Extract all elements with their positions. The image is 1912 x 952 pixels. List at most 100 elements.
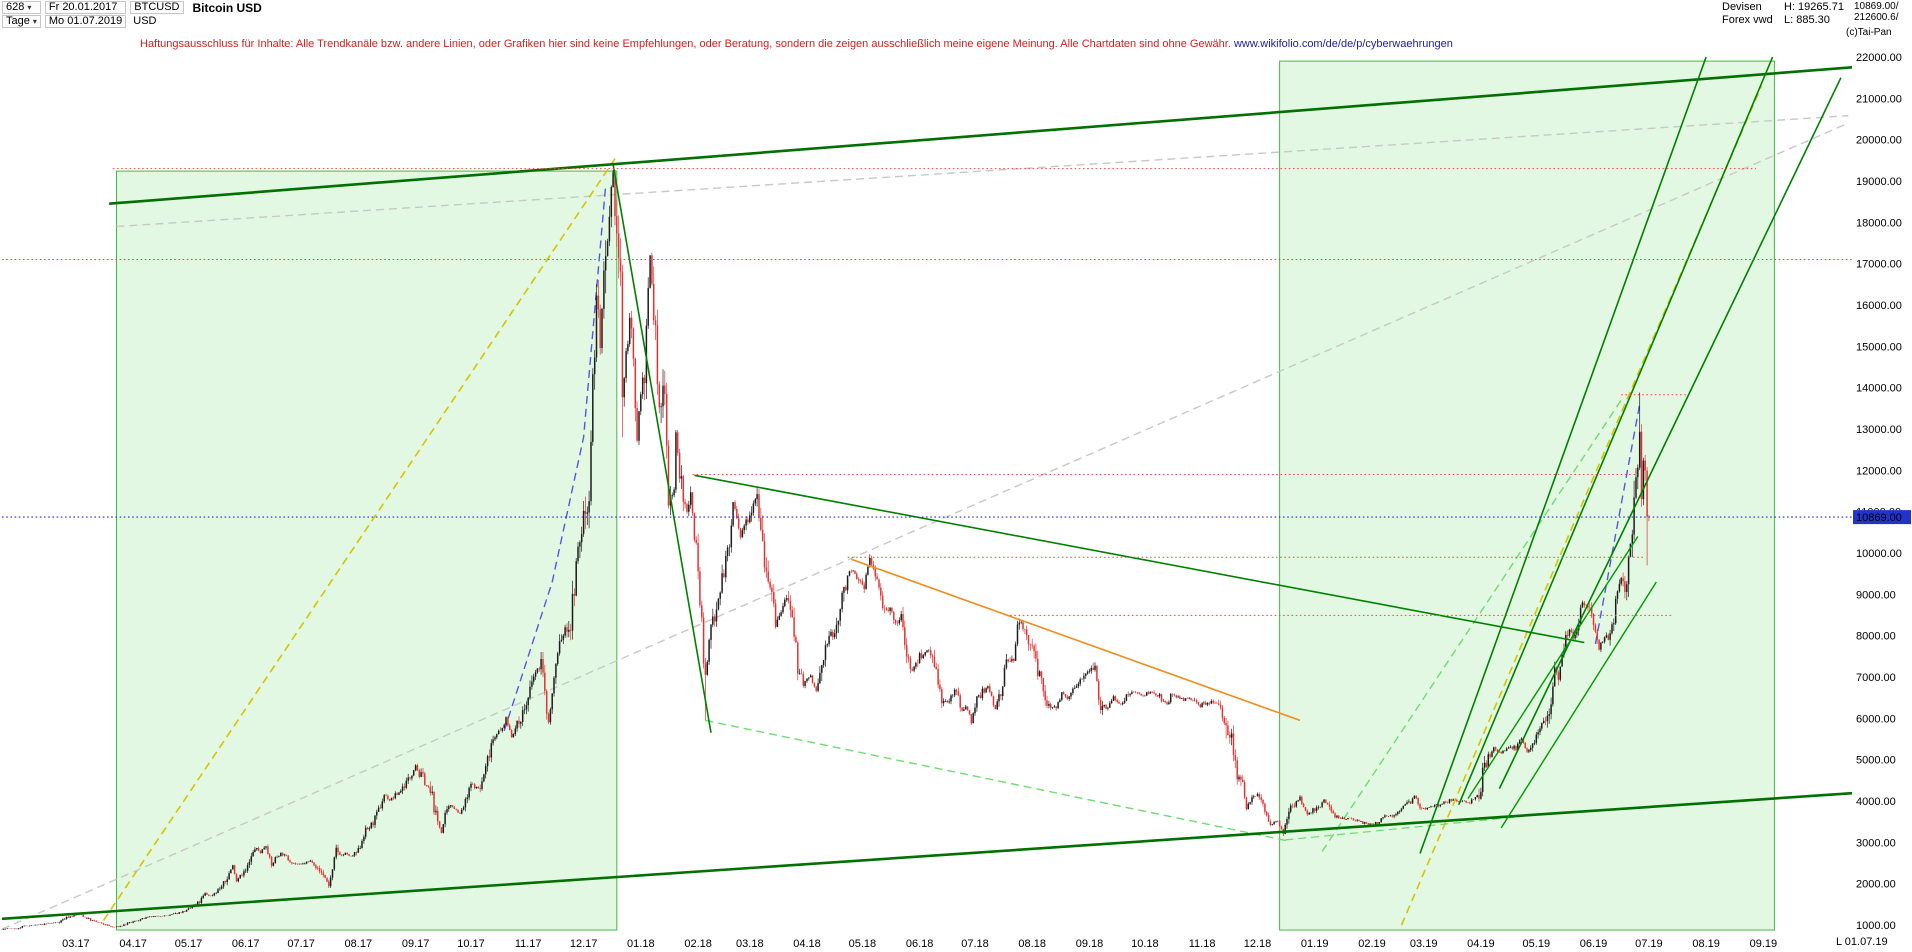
blue-parabola-2017 [503, 185, 607, 732]
currency-value: USD [133, 15, 157, 27]
x-axis-label: 12.18 [1244, 938, 1272, 950]
gray-trend-top [116, 115, 1849, 228]
disclaimer: Haftungsausschluss für Inhalte: Alle Tre… [140, 38, 1453, 50]
x-axis-label: 09.19 [1750, 938, 1778, 950]
candlesticks [1, 170, 1650, 930]
y-axis-label: 18000.00 [1856, 217, 1902, 229]
y-axis-label: 5000.00 [1856, 755, 1896, 767]
disclaimer-link: www.wikifolio.com/de/de/p/cyberwaehrunge… [1233, 38, 1453, 50]
x-axis-label: 10.18 [1131, 938, 1159, 950]
up-candle-bodies [3, 172, 1645, 930]
y-axis-label: 2000.00 [1856, 879, 1896, 891]
orange-downtrend-2018 [851, 558, 1301, 722]
x-axis-label: 07.17 [287, 938, 315, 950]
channel-2019-b [1500, 581, 1657, 829]
steep-green-3 [1498, 77, 1842, 789]
down-candle-bodies [1, 172, 1650, 930]
y-axis-label: 4000.00 [1856, 796, 1896, 808]
y-axis-label: 10000.00 [1856, 548, 1902, 560]
y-axis-label: 1000.00 [1856, 920, 1896, 932]
x-axis-label: 06.17 [232, 938, 260, 950]
last-price-volume: 10869.00/ 212600.6/ [1854, 1, 1899, 23]
y-axis-label: 8000.00 [1856, 631, 1896, 643]
y-axis-label: 15000.00 [1856, 341, 1902, 353]
y-axis-label: 6000.00 [1856, 713, 1896, 725]
x-axis-label: 11.17 [515, 938, 542, 950]
mega-channel-support [1, 791, 1853, 921]
highlight-region-2017 [116, 170, 618, 931]
period-dropdown[interactable]: Tage ▾ [2, 15, 41, 28]
y-axis-label: 9000.00 [1856, 589, 1896, 601]
y-axis-label: 22000.00 [1856, 52, 1902, 64]
bars-count-dropdown[interactable]: 628 ▾ [2, 1, 41, 14]
period-value: Tage [6, 15, 30, 27]
y-axis-label: 7000.00 [1856, 672, 1896, 684]
x-axis-label: 05.19 [1523, 938, 1551, 950]
x-axis-label: 02.18 [684, 938, 712, 950]
x-axis-label: 05.17 [175, 938, 203, 950]
x-axis-label: 01.18 [627, 938, 655, 950]
x-axis-label: 03.19 [1410, 938, 1438, 950]
y-axis-label: 13000.00 [1856, 424, 1902, 436]
y-axis-label: 3000.00 [1856, 837, 1896, 849]
x-axis-label: 08.17 [345, 938, 373, 950]
channel-2019-a [1467, 536, 1639, 799]
x-axis-label: 10.17 [457, 938, 485, 950]
x-axis-label: 08.19 [1692, 938, 1720, 950]
range-low-label: L: 885.30 [1784, 14, 1830, 26]
y-axis-label: 12000.00 [1856, 465, 1902, 477]
chart-header: 628 ▾ Tage ▾ Fr 20.01.2017 Mo 01.07.2019… [2, 1, 262, 28]
x-axis-label: 02.19 [1358, 938, 1386, 950]
y-axis-label: 21000.00 [1856, 93, 1902, 105]
y-axis-label: 16000.00 [1856, 300, 1902, 312]
range-high-label: H: 19265.71 [1784, 1, 1844, 13]
end-date-field[interactable]: Mo 01.07.2019 [44, 15, 127, 28]
blue-parabola-2019 [1594, 404, 1641, 645]
x-axis-label: 11.18 [1189, 938, 1216, 950]
x-axis-label: 06.19 [1580, 938, 1608, 950]
x-axis-label: 06.18 [906, 938, 934, 950]
highlight-regions [116, 60, 1775, 931]
x-axis-label: 08.18 [1018, 938, 1046, 950]
x-axis-label: 07.19 [1635, 938, 1663, 950]
crash-trendline-2018 [612, 164, 712, 733]
price-badge-box [1853, 510, 1911, 525]
highlight-region-2019 [1279, 60, 1775, 931]
x-axis-label: 04.19 [1467, 938, 1495, 950]
last-price-text: 10869.00/ [1854, 1, 1899, 12]
start-date-field[interactable]: Fr 20.01.2017 [44, 1, 127, 14]
x-axis-label: 04.18 [793, 938, 821, 950]
last-date-prefix: L [1836, 936, 1842, 948]
x-axis-label: 03.17 [62, 938, 90, 950]
copyright-label: (c)Tai-Pan [1846, 27, 1892, 38]
price-badge-value: 10869.00 [1856, 512, 1902, 524]
source-label: Forex vwd [1722, 14, 1773, 26]
symbol-field[interactable]: BTCUSD [130, 1, 184, 14]
bars-count-value: 628 [6, 1, 25, 13]
x-axis-label: 12.17 [570, 938, 598, 950]
steep-green-2 [1457, 56, 1774, 806]
chevron-down-icon: ▾ [27, 2, 32, 12]
steep-green-1 [1419, 56, 1707, 854]
currency-label: USD [130, 15, 183, 28]
end-date-value: Mo 01.07.2019 [48, 15, 123, 27]
mega-channel-resistance [108, 66, 1853, 205]
current-price-badge: 10869.00 [1853, 510, 1911, 525]
x-axis-label: 05.18 [849, 938, 877, 950]
last-date-label: L 01.07.19 [1836, 936, 1888, 948]
yellow-trend-2017 [102, 158, 616, 921]
y-axis-label: 20000.00 [1856, 135, 1902, 147]
x-axis-label: 04.17 [119, 938, 147, 950]
gray-trend-long [1, 122, 1849, 930]
lightgreen-support-2018 [705, 719, 1290, 842]
downtrend-2018-2019 [694, 474, 1585, 644]
symbol-value: BTCUSD [134, 1, 180, 13]
instrument-title: Bitcoin USD [192, 1, 262, 15]
x-axis-label: 01.19 [1301, 938, 1329, 950]
last-date-value: 01.07.19 [1844, 936, 1888, 948]
quote-info: Devisen H: 19265.71 Forex vwd L: 885.30 [1722, 1, 1844, 26]
y-axis-label: 17000.00 [1856, 259, 1902, 271]
last-volume-text: 212600.6/ [1854, 12, 1899, 23]
x-axis-label: 09.17 [402, 938, 430, 950]
